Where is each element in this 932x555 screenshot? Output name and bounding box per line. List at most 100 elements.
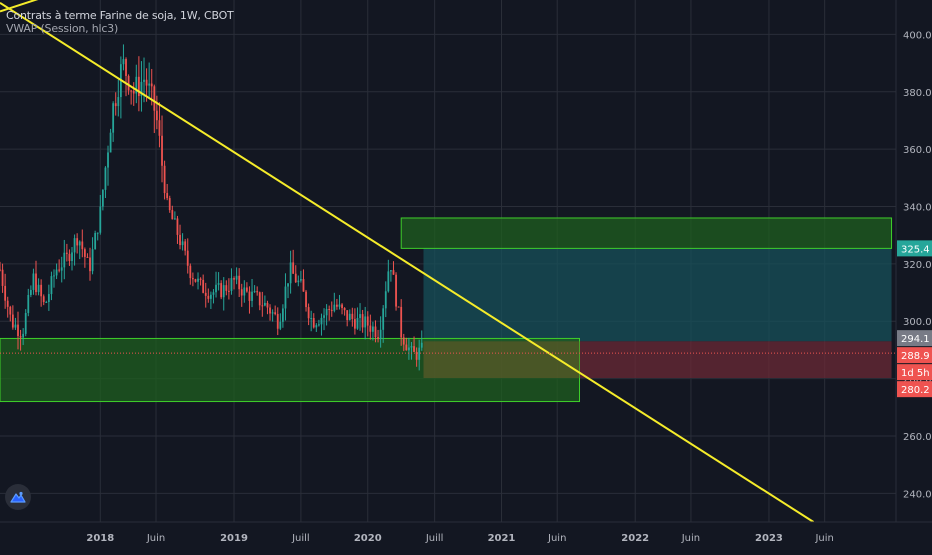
candle-down	[351, 313, 354, 320]
candle-up	[325, 309, 328, 316]
candle-down	[176, 218, 179, 235]
candle-up	[271, 312, 274, 314]
candle-up	[222, 285, 225, 298]
candle-up	[148, 83, 151, 86]
candle-up	[78, 241, 81, 246]
candle-up	[71, 252, 73, 262]
candle-down	[397, 306, 400, 308]
candle-down	[171, 210, 174, 220]
candle-down	[65, 252, 68, 254]
candle-up	[14, 324, 17, 328]
candle-up	[122, 59, 125, 65]
candle-down	[207, 295, 210, 299]
trendlines[interactable]	[0, 0, 896, 523]
candle-up	[387, 271, 390, 292]
candle-down	[395, 274, 397, 307]
candles	[0, 44, 423, 371]
time-tick-label: 2018	[86, 533, 114, 544]
candle-up	[73, 238, 76, 253]
time-tick-label: Juin	[814, 533, 833, 544]
candle-down	[266, 302, 269, 308]
time-tick-label: Juill	[425, 533, 444, 544]
candle-up	[140, 81, 143, 97]
candle-down	[276, 314, 279, 329]
candle-down	[189, 265, 192, 279]
candle-up	[359, 314, 361, 318]
candle-up	[107, 152, 109, 168]
candle-up	[181, 241, 184, 246]
candle-down	[366, 316, 369, 326]
candle-up	[50, 276, 53, 295]
candle-up	[104, 167, 107, 190]
candle-down	[161, 135, 163, 166]
candle-up	[91, 249, 94, 272]
price-tick-label: 260.0	[903, 432, 932, 443]
candle-down	[9, 306, 12, 315]
price-label-bg	[897, 364, 932, 381]
candle-down	[392, 270, 395, 275]
time-tick-label: 2022	[621, 533, 649, 544]
candle-down	[58, 269, 61, 271]
time-tick-label: Juin	[547, 533, 566, 544]
candle-up	[243, 287, 246, 296]
candle-down	[81, 241, 84, 250]
time-tick-label: 2023	[755, 533, 783, 544]
candle-down	[330, 309, 333, 311]
candle-up	[420, 342, 423, 348]
candle-up	[63, 252, 66, 268]
candle-up	[135, 76, 138, 94]
candle-up	[289, 262, 292, 284]
price-tick-label: 320.0	[903, 260, 932, 271]
candle-down	[186, 250, 189, 266]
ascending-trendline	[0, 0, 39, 13]
candle-down	[199, 278, 202, 280]
time-tick-label: Juin	[681, 533, 700, 544]
candle-down	[17, 324, 19, 337]
price-tick-label: 240.0	[903, 489, 932, 500]
candle-up	[299, 279, 302, 281]
candle-down	[346, 310, 349, 321]
candle-down	[377, 337, 379, 340]
time-axis[interactable]: 2018 Juin 2019 Juill 2020 Juill 2021 Juin 2022 Ju…	[0, 521, 932, 550]
price-axis[interactable]: 240.0260.0280.0300.0320.0340.0360.0380.0…	[895, 0, 932, 550]
candle-up	[390, 270, 392, 272]
candle-down	[179, 234, 181, 246]
candle-up	[96, 232, 99, 234]
candle-up	[217, 283, 220, 285]
candle-up	[197, 278, 199, 282]
candle-down	[248, 291, 251, 301]
candle-up	[384, 291, 387, 309]
descending-trendline	[0, 2, 815, 523]
candle-up	[32, 273, 35, 290]
time-tick-label: 2021	[488, 533, 516, 544]
candle-down	[341, 304, 343, 309]
candle-up	[60, 267, 63, 271]
time-tick-label: Juin	[146, 533, 165, 544]
price-label-text: 325.4	[901, 244, 930, 255]
drawing-zones[interactable]	[0, 217, 893, 403]
price-label-bg	[897, 381, 932, 398]
candle-down	[361, 314, 364, 328]
candle-up	[235, 275, 238, 280]
tradingview-logo-icon[interactable]	[5, 484, 31, 510]
price-tick-label: 340.0	[903, 203, 932, 214]
candle-down	[294, 273, 297, 283]
candle-down	[19, 336, 22, 338]
chart-legend: Contrats à terme Farine de soja, 1W, CBO…	[6, 9, 234, 35]
candle-up	[418, 347, 421, 360]
candle-down	[168, 198, 171, 211]
candle-up	[209, 294, 212, 299]
candle-down	[336, 304, 338, 307]
candle-up	[27, 295, 30, 313]
symbol-title[interactable]: Contrats à terme Farine de soja, 1W, CBO…	[6, 9, 234, 22]
candle-up	[109, 132, 112, 153]
candle-down	[328, 309, 331, 311]
candle-down	[158, 120, 161, 136]
price-label-text: 288.9	[901, 351, 930, 362]
indicator-title[interactable]: VWAP (Session, hlc3)	[6, 22, 119, 35]
candle-down	[184, 241, 187, 251]
candle-down	[0, 269, 1, 271]
price-label-bg	[897, 240, 932, 257]
